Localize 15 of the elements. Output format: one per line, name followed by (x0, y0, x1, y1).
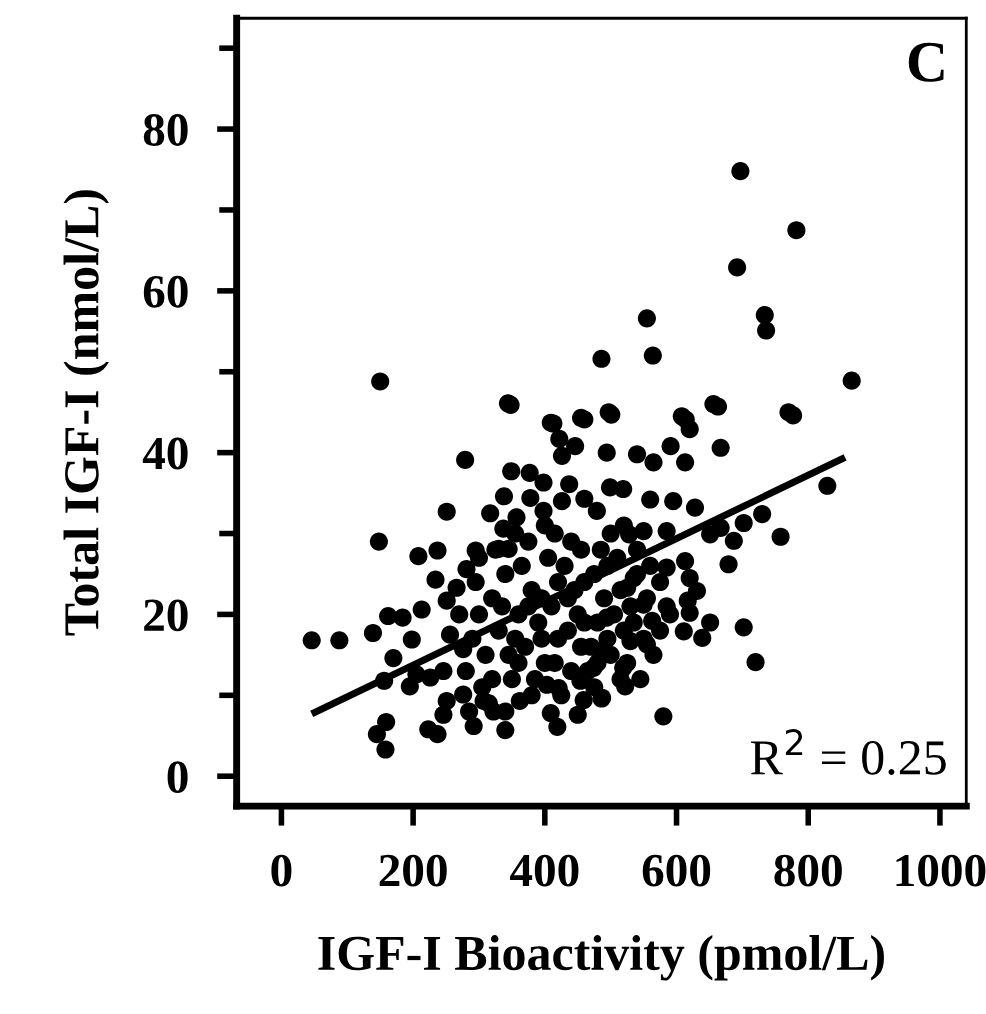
y-tick-label: 40 (142, 437, 188, 470)
annotation: R$^{2}$ = 0.25 (750, 729, 946, 775)
x-axis-title: IGF-I Bioactivity (pmol/L) (318, 935, 884, 981)
annotation: C (908, 42, 944, 82)
y-tick-label: 80 (143, 114, 188, 146)
y-tick-label: 60 (143, 275, 188, 308)
y-tick-label: 0 (167, 761, 188, 794)
y-axis-title: Total IGF-I (nmol/L) (63, 190, 109, 636)
x-tick-label: 400 (510, 854, 579, 887)
x-tick-label: 1000 (896, 854, 986, 887)
x-tick-label: 0 (271, 854, 292, 887)
x-tick-label: 800 (774, 854, 842, 887)
y-tick-label: 20 (144, 599, 188, 632)
x-tick-label: 600 (642, 854, 711, 887)
x-tick-label: 200 (379, 854, 447, 887)
